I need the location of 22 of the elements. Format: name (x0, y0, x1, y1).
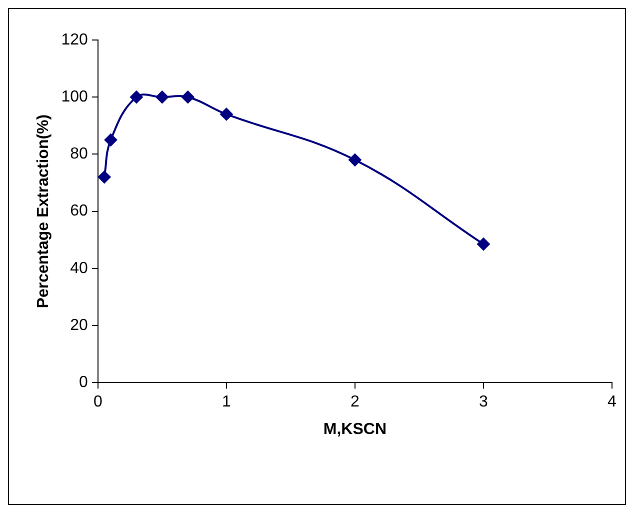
x-tick-label: 0 (93, 394, 102, 411)
point (181, 90, 194, 104)
x-tick-label: 1 (222, 394, 231, 411)
x-tick-label: 2 (350, 394, 360, 411)
y-tick-label: 40 (70, 260, 88, 277)
point (156, 90, 169, 104)
point (348, 153, 362, 166)
point (98, 170, 111, 184)
y-tick-label: 120 (61, 31, 88, 48)
y-tick-label: 100 (61, 88, 88, 106)
x-tick-label: 4 (608, 394, 617, 411)
x-tick-label: 3 (479, 394, 488, 411)
y-tick-label: 20 (70, 316, 88, 334)
x-axis-title: M,KSCN (323, 420, 386, 438)
y-tick-label: 0 (78, 374, 88, 392)
y-tick-label: 80 (70, 146, 88, 163)
point (130, 90, 143, 104)
point (476, 238, 490, 251)
point (104, 133, 118, 146)
y-tick-label: 60 (70, 202, 88, 220)
y-axis-title: Percentage Extraction(%) (35, 114, 52, 308)
point (220, 108, 233, 121)
